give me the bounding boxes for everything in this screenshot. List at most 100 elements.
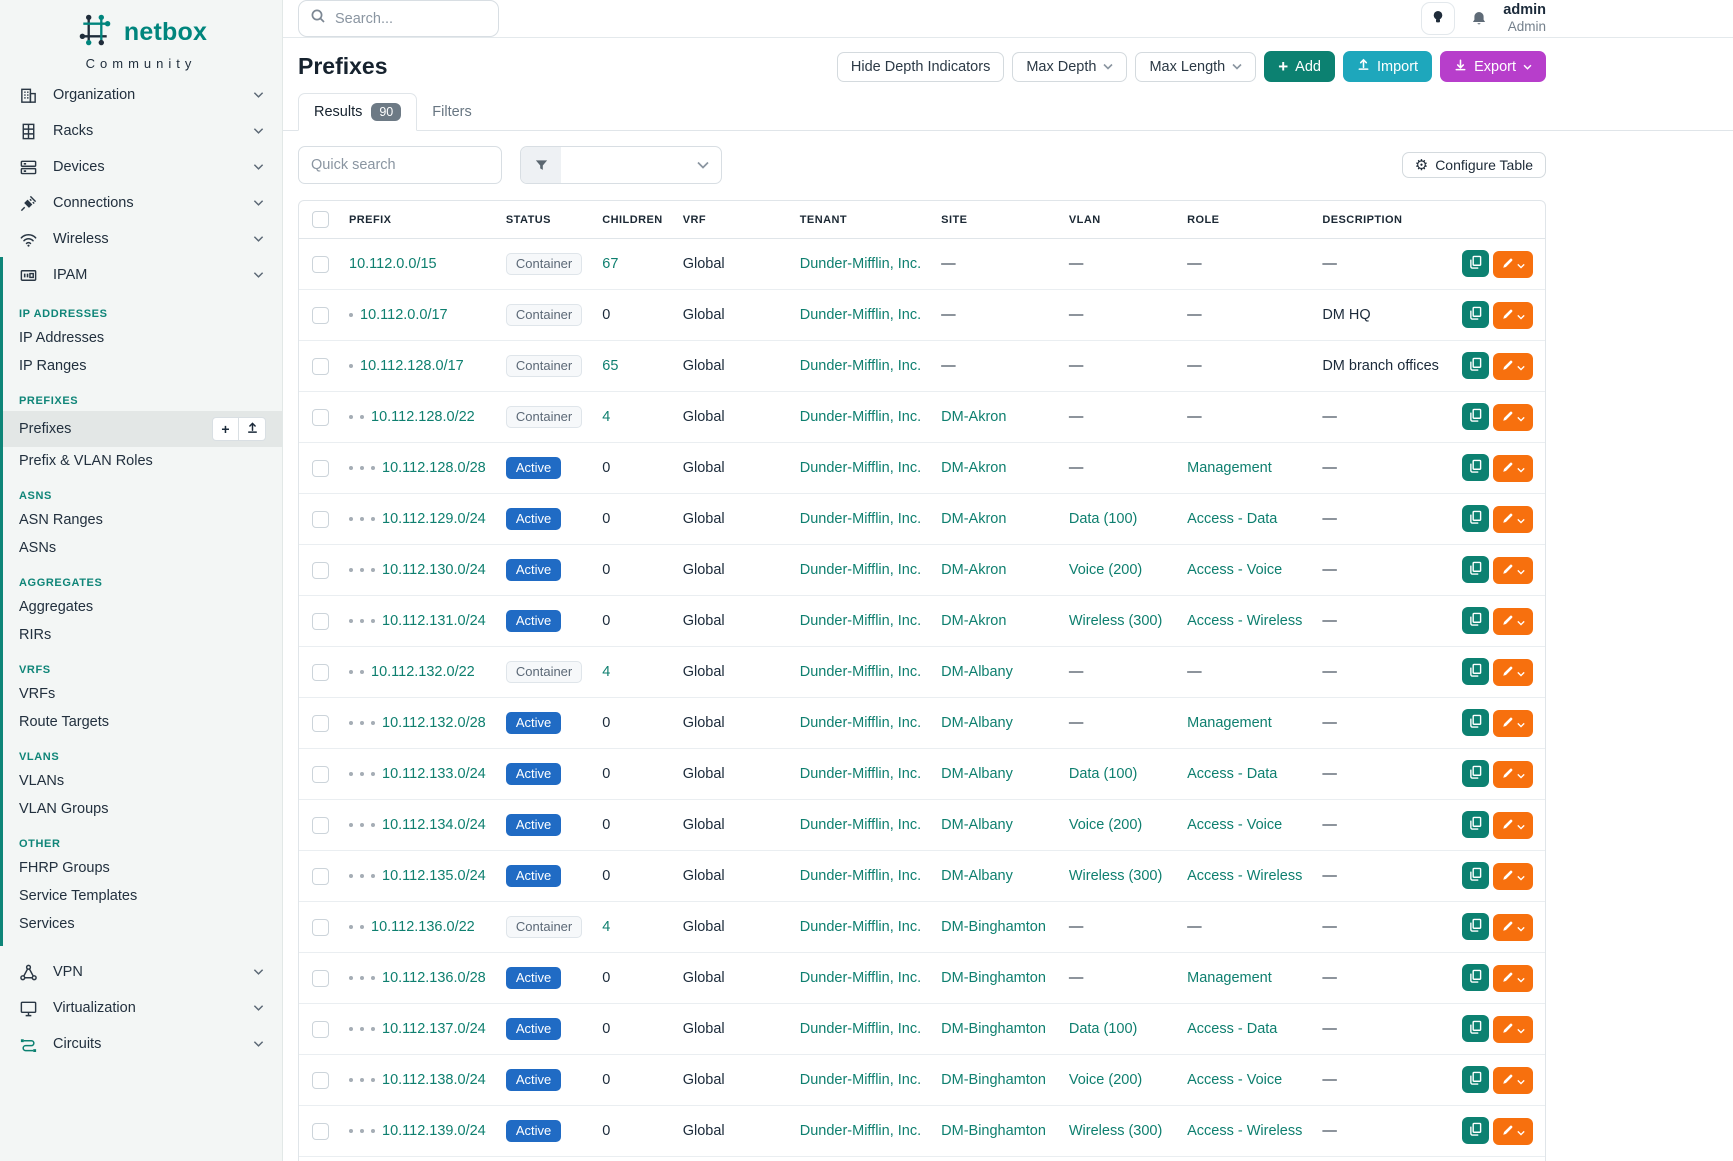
- tab-filters[interactable]: Filters: [432, 103, 472, 120]
- sidebar-item-circuits[interactable]: Circuits: [0, 1026, 282, 1062]
- quick-search-input[interactable]: [298, 146, 502, 184]
- sidebar-item-vlan-groups[interactable]: VLAN Groups: [3, 795, 282, 823]
- site-link[interactable]: DM-Albany: [941, 715, 1013, 731]
- site-link[interactable]: DM-Akron: [941, 409, 1007, 425]
- edit-dropdown-button[interactable]: [1493, 965, 1533, 992]
- role-link[interactable]: Access - Wireless: [1187, 868, 1303, 884]
- role-link[interactable]: Management: [1187, 460, 1272, 476]
- tenant-link[interactable]: Dunder-Mifflin, Inc.: [799, 460, 922, 476]
- sidebar-item-connections[interactable]: Connections: [0, 185, 282, 221]
- prefix-link[interactable]: 10.112.132.0/28: [382, 715, 486, 731]
- prefix-link[interactable]: 10.112.133.0/24: [382, 766, 486, 782]
- tenant-link[interactable]: Dunder-Mifflin, Inc.: [799, 562, 922, 578]
- tenant-link[interactable]: Dunder-Mifflin, Inc.: [799, 766, 922, 782]
- edit-dropdown-button[interactable]: [1493, 353, 1533, 380]
- add-button[interactable]: + Add: [1264, 51, 1335, 82]
- tenant-link[interactable]: Dunder-Mifflin, Inc.: [799, 409, 922, 425]
- row-checkbox[interactable]: [312, 918, 329, 936]
- role-link[interactable]: Access - Voice: [1187, 562, 1283, 578]
- prefix-link[interactable]: 10.112.138.0/24: [382, 1072, 486, 1088]
- tenant-link[interactable]: Dunder-Mifflin, Inc.: [799, 715, 922, 731]
- row-checkbox[interactable]: [312, 714, 329, 732]
- tenant-link[interactable]: Dunder-Mifflin, Inc.: [799, 919, 922, 935]
- sidebar-item-prefix-vlan-roles[interactable]: Prefix & VLAN Roles: [3, 447, 282, 475]
- sidebar-item-rirs[interactable]: RIRs: [3, 621, 282, 649]
- sidebar-item-asn-ranges[interactable]: ASN Ranges: [3, 506, 282, 534]
- clone-button[interactable]: [1462, 913, 1489, 940]
- sidebar-item-ip-addresses[interactable]: IP Addresses: [3, 324, 282, 352]
- tenant-link[interactable]: Dunder-Mifflin, Inc.: [799, 613, 922, 629]
- site-link[interactable]: DM-Akron: [941, 511, 1007, 527]
- tenant-link[interactable]: Dunder-Mifflin, Inc.: [799, 1021, 922, 1037]
- role-link[interactable]: Access - Data: [1187, 1021, 1278, 1037]
- edit-dropdown-button[interactable]: [1493, 1016, 1533, 1043]
- dark-mode-toggle-button[interactable]: [1421, 2, 1456, 35]
- user-menu[interactable]: admin Admin: [1503, 1, 1546, 36]
- tenant-link[interactable]: Dunder-Mifflin, Inc.: [799, 358, 922, 374]
- children-count[interactable]: 65: [602, 358, 619, 374]
- edit-dropdown-button[interactable]: [1493, 251, 1533, 278]
- site-link[interactable]: DM-Binghamton: [941, 1123, 1046, 1139]
- row-checkbox[interactable]: [312, 867, 329, 885]
- clone-button[interactable]: [1462, 760, 1489, 787]
- edit-dropdown-button[interactable]: [1493, 914, 1533, 941]
- vlan-link[interactable]: Wireless (300): [1068, 1123, 1163, 1139]
- sidebar-item-fhrp-groups[interactable]: FHRP Groups: [3, 854, 282, 882]
- column-header-tenant[interactable]: TENANT: [789, 201, 932, 239]
- site-link[interactable]: DM-Akron: [941, 613, 1007, 629]
- tenant-link[interactable]: Dunder-Mifflin, Inc.: [799, 256, 922, 272]
- clone-button[interactable]: [1462, 964, 1489, 991]
- row-checkbox[interactable]: [312, 1071, 329, 1089]
- sidebar-item-racks[interactable]: Racks: [0, 113, 282, 149]
- site-link[interactable]: DM-Albany: [941, 817, 1013, 833]
- clone-button[interactable]: [1462, 811, 1489, 838]
- tenant-link[interactable]: Dunder-Mifflin, Inc.: [799, 1072, 922, 1088]
- prefix-link[interactable]: 10.112.137.0/24: [382, 1021, 486, 1037]
- edit-dropdown-button[interactable]: [1493, 1067, 1533, 1094]
- prefix-link[interactable]: 10.112.128.0/22: [371, 409, 475, 425]
- vlan-link[interactable]: Voice (200): [1068, 1072, 1143, 1088]
- sidebar-item-route-targets[interactable]: Route Targets: [3, 708, 282, 736]
- sidebar-item-vrfs[interactable]: VRFs: [3, 680, 282, 708]
- row-checkbox[interactable]: [312, 612, 329, 630]
- row-checkbox[interactable]: [312, 459, 329, 477]
- row-checkbox[interactable]: [312, 306, 329, 324]
- site-link[interactable]: DM-Albany: [941, 766, 1013, 782]
- import-button[interactable]: Import: [1342, 51, 1433, 82]
- children-count[interactable]: 4: [602, 664, 611, 680]
- edit-dropdown-button[interactable]: [1493, 1118, 1533, 1145]
- site-link[interactable]: DM-Binghamton: [941, 1021, 1046, 1037]
- edit-dropdown-button[interactable]: [1493, 659, 1533, 686]
- sidebar-item-vpn[interactable]: VPN: [0, 954, 282, 990]
- row-checkbox[interactable]: [312, 969, 329, 987]
- role-link[interactable]: Management: [1187, 970, 1272, 986]
- column-header-role[interactable]: ROLE: [1177, 201, 1313, 239]
- site-link[interactable]: DM-Albany: [941, 868, 1013, 884]
- edit-dropdown-button[interactable]: [1493, 812, 1533, 839]
- clone-button[interactable]: [1462, 505, 1489, 532]
- role-link[interactable]: Access - Wireless: [1187, 1123, 1303, 1139]
- tenant-link[interactable]: Dunder-Mifflin, Inc.: [799, 664, 922, 680]
- vlan-link[interactable]: Data (100): [1068, 766, 1138, 782]
- column-header-vrf[interactable]: VRF: [672, 201, 790, 239]
- column-header-description[interactable]: DESCRIPTION: [1312, 201, 1452, 239]
- prefix-link[interactable]: 10.112.134.0/24: [382, 817, 486, 833]
- tenant-link[interactable]: Dunder-Mifflin, Inc.: [799, 307, 922, 323]
- edit-dropdown-button[interactable]: [1493, 761, 1533, 788]
- max-length-dropdown[interactable]: Max Length: [1135, 51, 1257, 82]
- hide-depth-indicators-button[interactable]: Hide Depth Indicators: [836, 51, 1005, 82]
- clone-button[interactable]: [1462, 1117, 1489, 1144]
- saved-filter-select[interactable]: [520, 146, 722, 184]
- clone-button[interactable]: [1462, 1066, 1489, 1093]
- role-link[interactable]: Access - Voice: [1187, 817, 1283, 833]
- vlan-link[interactable]: Data (100): [1068, 1021, 1138, 1037]
- site-link[interactable]: DM-Albany: [941, 664, 1013, 680]
- row-checkbox[interactable]: [312, 1122, 329, 1140]
- edit-dropdown-button[interactable]: [1493, 404, 1533, 431]
- children-count[interactable]: 4: [602, 409, 611, 425]
- edit-dropdown-button[interactable]: [1493, 506, 1533, 533]
- sidebar-item-wireless[interactable]: Wireless: [0, 221, 282, 257]
- column-header-children[interactable]: CHILDREN: [592, 201, 673, 239]
- prefix-link[interactable]: 10.112.128.0/17: [360, 358, 464, 374]
- notifications-bell-icon[interactable]: [1470, 10, 1488, 28]
